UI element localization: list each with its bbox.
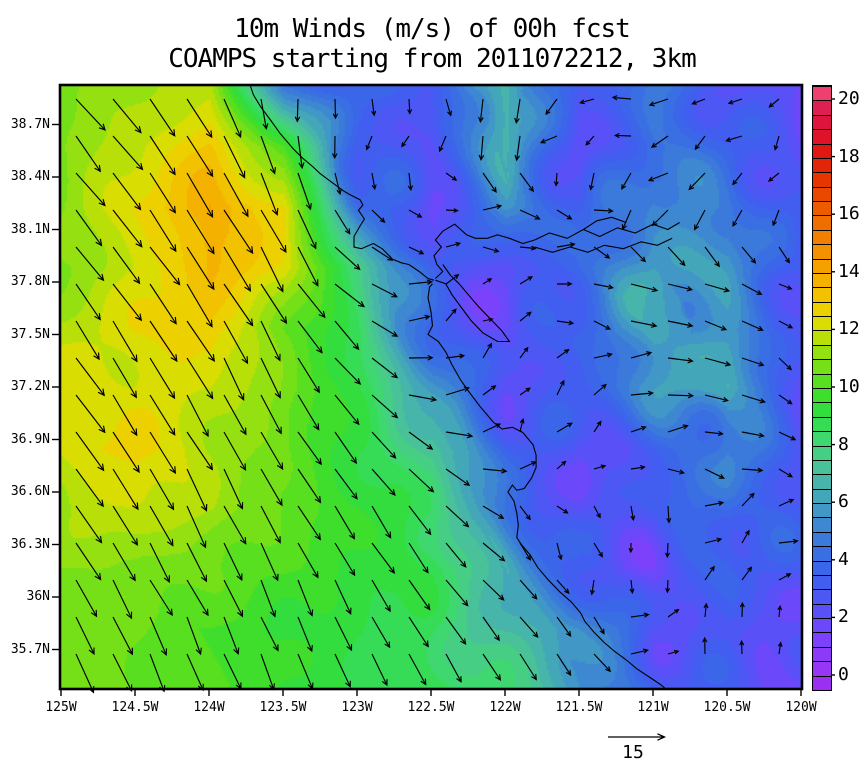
colorbar-segment: [813, 517, 831, 532]
colorbar-segment: [813, 459, 831, 475]
lat-tick-label: 36.6N: [10, 484, 50, 499]
colorbar-segment: [813, 531, 831, 547]
colorbar-segment: [813, 129, 831, 144]
colorbar-segment: [813, 574, 831, 590]
colorbar-tick-label: 16: [838, 203, 860, 225]
colorbar-tick-label: 6: [838, 491, 849, 513]
colorbar-segment: [813, 402, 831, 417]
lat-tick-label: 37.2N: [10, 379, 50, 394]
lon-tick-label: 124.5W: [111, 700, 159, 715]
colorbar-segment: [813, 416, 831, 432]
lat-tick-label: 38.4N: [10, 169, 50, 184]
colorbar-segment: [813, 186, 831, 202]
colorbar-tick-label: 12: [838, 318, 860, 340]
reference-vector-arrow: [608, 733, 667, 741]
colorbar-segment: [813, 330, 831, 345]
colorbar-segment: [813, 287, 831, 302]
colorbar-tick-label: 20: [838, 88, 860, 109]
colorbar-segment: [813, 272, 831, 288]
wind-speed-field-canvas: [61, 86, 801, 688]
chart-title: 10m Winds (m/s) of 00h fcst: [234, 14, 631, 44]
lon-tick-label: 123W: [341, 700, 373, 715]
colorbar-segment: [813, 172, 831, 187]
colorbar-segment: [813, 388, 831, 403]
colorbar-segment: [813, 474, 831, 489]
colorbar-tick-label: 18: [838, 145, 860, 167]
colorbar-tick-label: 8: [838, 433, 849, 455]
colorbar-segment: [813, 646, 831, 662]
colorbar-segment: [813, 359, 831, 374]
colorbar-tick-label: 2: [838, 606, 849, 628]
colorbar-segment: [813, 618, 831, 633]
colorbar-segment: [813, 589, 831, 604]
lon-tick-label: 121.5W: [555, 700, 603, 715]
colorbar-segment: [813, 560, 831, 575]
colorbar-segment: [813, 201, 831, 216]
lon-tick-label: 121W: [637, 700, 669, 715]
colorbar-segment: [813, 316, 831, 331]
colorbar-segment: [813, 86, 831, 101]
colorbar-segment: [813, 258, 831, 273]
colorbar-segment: [813, 100, 831, 115]
lat-tick-label: 38.7N: [10, 116, 50, 132]
colorbar-segment: [813, 344, 831, 360]
colorbar-tick-label: 4: [838, 548, 849, 570]
lon-tick-label: 125W: [45, 700, 77, 715]
colorbar-segment: [813, 431, 831, 446]
colorbar-segment: [813, 661, 831, 676]
reference-vector-label: 15: [622, 742, 644, 763]
colorbar-segment: [813, 244, 831, 259]
lat-tick-label: 37.5N: [10, 326, 50, 342]
lat-tick-label: 36.3N: [10, 536, 50, 552]
colorbar-segment: [813, 632, 831, 647]
lat-tick-label: 37.8N: [10, 274, 50, 289]
lon-tick-label: 123.5W: [259, 700, 307, 715]
colorbar: [812, 85, 832, 691]
colorbar-segment: [813, 546, 831, 561]
colorbar-segment: [813, 373, 831, 388]
colorbar-segment: [813, 503, 831, 518]
colorbar-segment: [813, 301, 831, 317]
lon-tick-label: 122.5W: [407, 700, 455, 715]
colorbar-segment: [813, 143, 831, 158]
colorbar-segment: [813, 114, 831, 130]
lon-tick-label: 120W: [785, 700, 817, 715]
lat-tick-label: 35.7N: [10, 641, 50, 657]
colorbar-tick-label: 10: [838, 376, 860, 397]
colorbar-segment: [813, 157, 831, 173]
chart-subtitle: COAMPS starting from 2011072212, 3km: [168, 44, 697, 74]
colorbar-tick-label: 14: [838, 260, 860, 282]
colorbar-segment: [813, 603, 831, 619]
lat-tick-label: 38.1N: [10, 221, 50, 237]
colorbar-segment: [813, 488, 831, 504]
lon-tick-label: 124W: [193, 700, 225, 715]
colorbar-segment: [813, 445, 831, 460]
colorbar-segment: [813, 215, 831, 230]
colorbar-segment: [813, 229, 831, 245]
lat-tick-label: 36N: [26, 589, 50, 604]
lon-tick-label: 120.5W: [703, 700, 751, 715]
lon-tick-label: 122W: [489, 700, 521, 715]
colorbar-segment: [813, 675, 831, 690]
lat-tick-label: 36.9N: [10, 431, 50, 447]
colorbar-tick-label: 0: [838, 664, 849, 685]
